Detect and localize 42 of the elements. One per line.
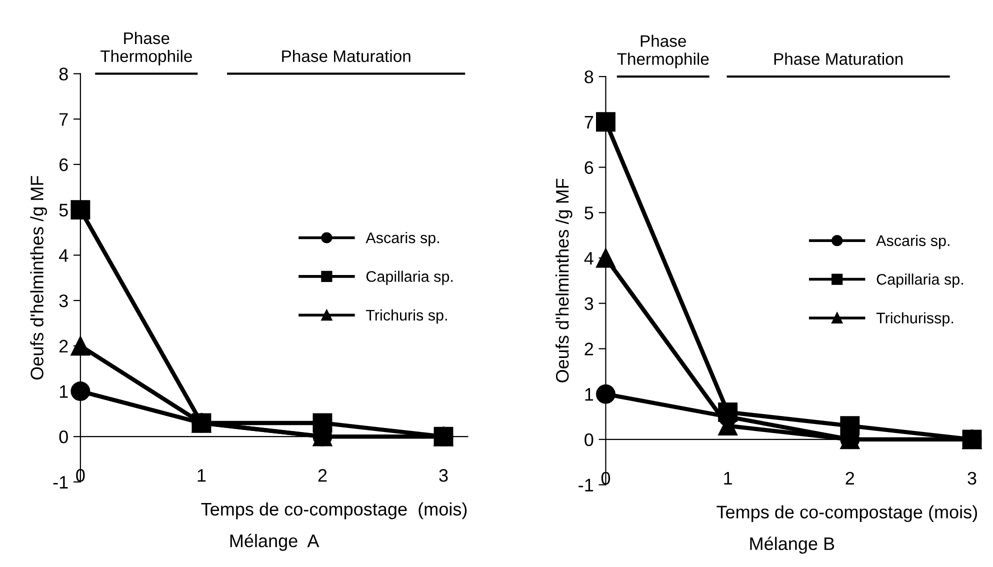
x-tick-label: 3 (439, 469, 448, 482)
y-tick-label: 3 (59, 294, 68, 308)
y-axis-title: Oeufs d'helminthes /g MF (555, 178, 572, 382)
series-label: Phase Maturation (774, 52, 903, 65)
y-tick-label: 8 (59, 68, 68, 80)
text: Mélange B (750, 536, 834, 554)
legend-label: Ascaris sp. (876, 234, 950, 250)
y-tick-label: 0 (59, 430, 68, 444)
legend-label: Ascaris sp. (366, 232, 439, 246)
y-tick-label: 4 (59, 249, 68, 262)
y-tick-label: 7 (584, 116, 594, 128)
y-tick-label: -1 (53, 476, 68, 488)
y-tick-label: 5 (584, 206, 594, 220)
legend-label: Trichuris sp. (366, 309, 447, 324)
x-tick-label: 1 (198, 469, 206, 482)
x-axis-title: Temps de co-compostage (mois) (716, 505, 978, 522)
legend-label: Capillaria sp. (366, 270, 453, 285)
y-tick-label: 6 (60, 158, 68, 172)
y-tick-label: 0 (584, 433, 594, 446)
y-tick-label: 2 (584, 342, 594, 356)
y-tick-label: -1 (578, 478, 594, 492)
y-tick-label: 4 (584, 252, 594, 265)
y-tick-label: 7 (60, 113, 68, 126)
legend-label: Capillaria sp. (876, 274, 963, 288)
x-axis-title: Temps de co-compostage (mois) (201, 502, 467, 520)
y-tick-label: 1 (60, 385, 68, 398)
text: Mélange A (230, 534, 320, 551)
x-tick-label: 3 (968, 472, 976, 485)
series-label: Phase Maturation (282, 50, 410, 62)
series-label: Phase Thermophile (617, 34, 709, 68)
x-tick-label: 1 (724, 472, 732, 484)
legend-label: Trichurissp. (876, 312, 954, 326)
y-tick-label: 3 (584, 297, 594, 310)
series-label: Phase Thermophile (100, 32, 192, 66)
y-tick-label: 1 (585, 388, 594, 401)
y-tick-label: 8 (584, 70, 594, 84)
y-tick-label: 5 (59, 204, 68, 217)
x-tick-label: 2 (318, 469, 327, 482)
y-axis-title: Oeufs d'helminthes /g MF (30, 176, 48, 380)
y-tick-label: 2 (59, 340, 68, 352)
y-tick-label: 6 (584, 161, 594, 174)
x-tick-label: 2 (846, 472, 854, 484)
